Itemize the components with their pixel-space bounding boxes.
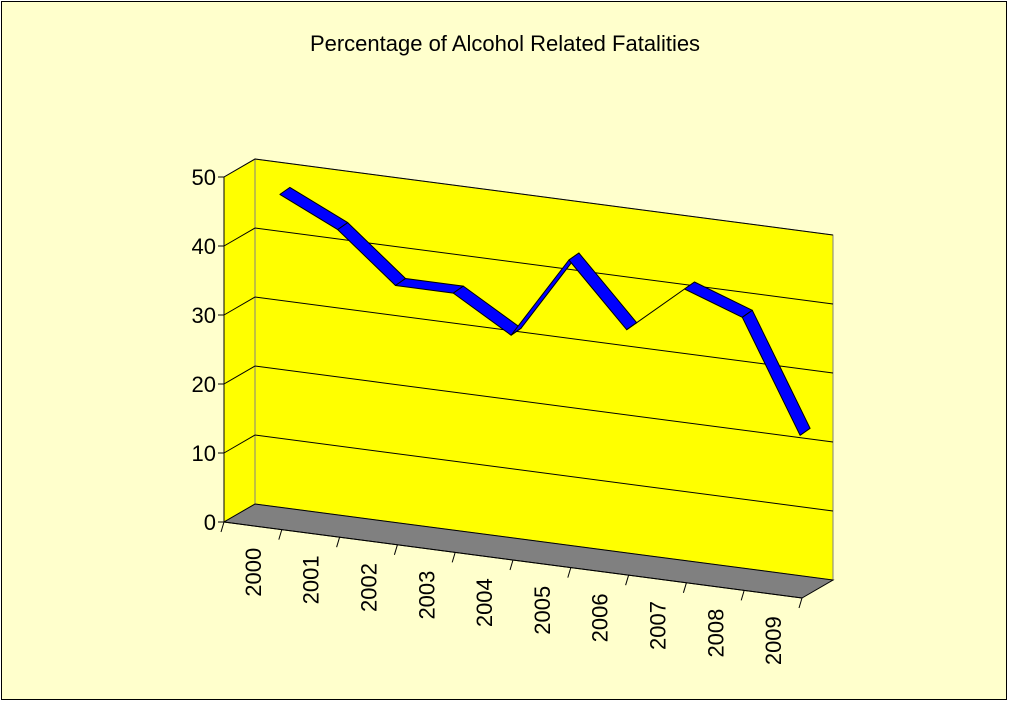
x-tick bbox=[278, 529, 283, 540]
x-tick-label: 2009 bbox=[761, 616, 786, 665]
x-tick bbox=[451, 552, 456, 563]
y-tick-label: 50 bbox=[192, 165, 216, 190]
x-tick bbox=[509, 559, 514, 571]
x-tick-label: 2007 bbox=[646, 601, 671, 650]
gridline bbox=[223, 296, 834, 374]
x-tick-label: 2003 bbox=[414, 571, 439, 620]
x-tick-label: 2006 bbox=[588, 593, 613, 642]
y-tick-label: 30 bbox=[192, 303, 216, 328]
x-tick bbox=[798, 597, 803, 609]
x-tick-label: 2000 bbox=[241, 548, 266, 597]
gridline bbox=[223, 227, 834, 305]
y-tick-label: 40 bbox=[192, 234, 216, 259]
x-tick-label: 2001 bbox=[299, 555, 324, 604]
series-segment bbox=[741, 309, 811, 436]
x-tick bbox=[740, 590, 745, 601]
side-wall bbox=[223, 158, 256, 523]
x-tick-label: 2002 bbox=[357, 563, 382, 612]
x-tick bbox=[393, 544, 398, 555]
x-tick bbox=[220, 521, 225, 533]
gridline bbox=[223, 434, 834, 512]
x-tick-label: 2004 bbox=[472, 578, 497, 627]
y-tick-label: 10 bbox=[192, 441, 216, 466]
x-tick bbox=[682, 582, 687, 593]
x-tick bbox=[567, 567, 572, 578]
x-tick-label: 2008 bbox=[703, 609, 728, 658]
x-tick bbox=[336, 537, 341, 548]
gridline bbox=[223, 365, 834, 443]
chart-title: Percentage of Alcohol Related Fatalities bbox=[310, 31, 700, 56]
x-tick-label: 2005 bbox=[530, 586, 555, 635]
y-tick-label: 0 bbox=[204, 510, 216, 535]
y-tick-label: 20 bbox=[192, 372, 216, 397]
x-tick bbox=[625, 575, 630, 586]
gridline bbox=[223, 158, 834, 236]
